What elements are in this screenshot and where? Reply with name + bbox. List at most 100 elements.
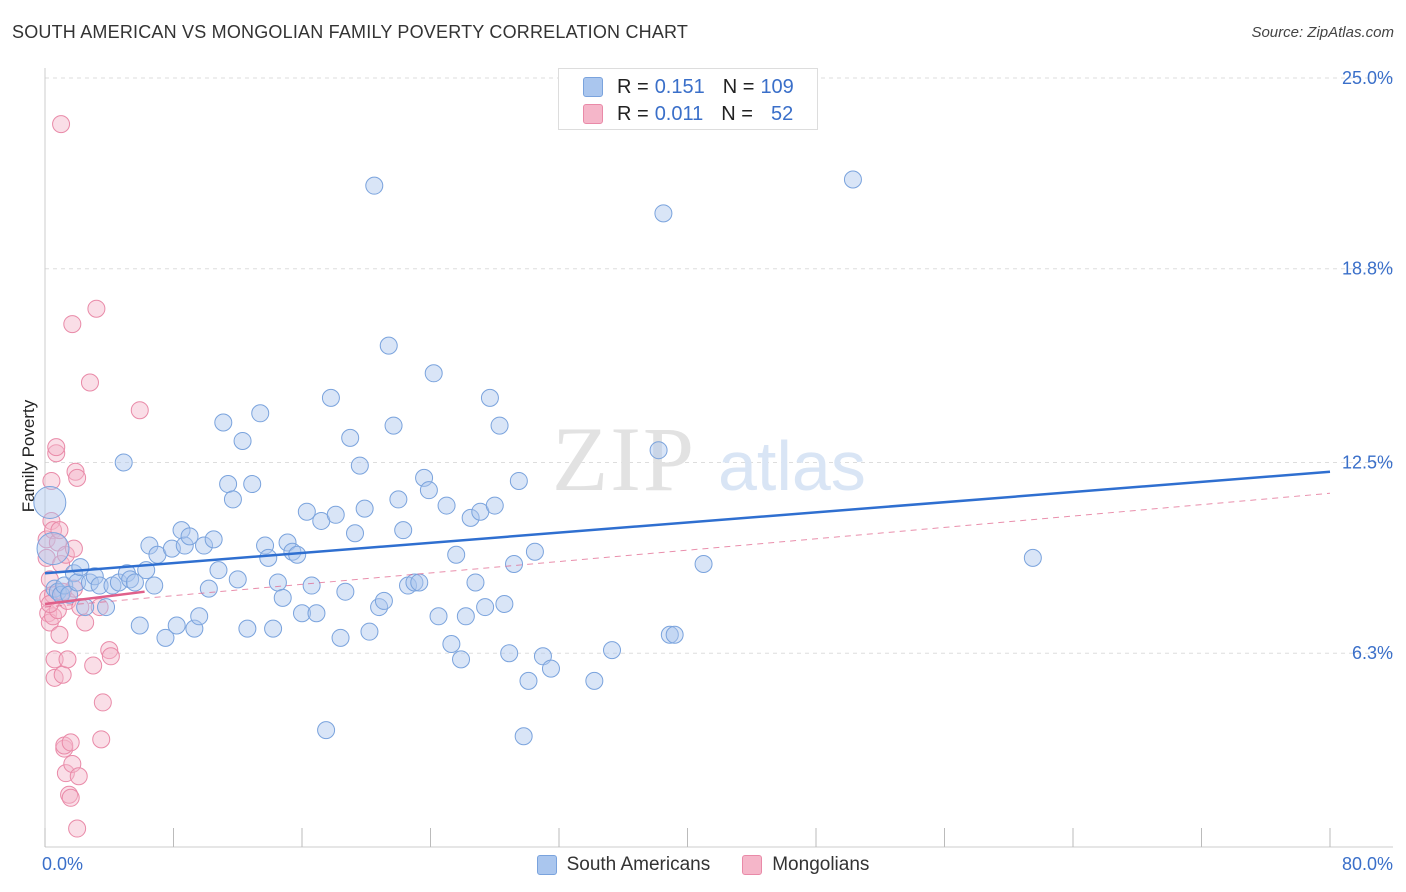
source-credit: Source: ZipAtlas.com <box>1251 24 1394 41</box>
series-south-americans-points <box>33 170 1042 746</box>
mongolians-point-43 <box>90 598 109 617</box>
series-mongolians-points <box>37 115 149 838</box>
legend-r-label: R = <box>617 75 649 98</box>
south-americans-point-31 <box>180 527 199 546</box>
south-americans-point-88 <box>461 508 480 527</box>
south-americans-point-99 <box>514 727 533 746</box>
y-tick-labels: 6.3% 12.5% 18.8% 25.0% <box>1342 68 1393 663</box>
south-americans-point-40 <box>223 490 242 509</box>
mongolians-trend-line <box>44 590 145 606</box>
x-tick-labels: 0.0% 80.0% <box>42 854 1393 874</box>
south-americans-point-34 <box>195 536 214 555</box>
south-americans-point-0 <box>33 485 67 519</box>
south-americans-point-103 <box>541 659 560 678</box>
south-americans-point-47 <box>259 548 278 567</box>
south-americans-point-96 <box>500 644 519 663</box>
south-americans-point-77 <box>405 573 424 592</box>
mongolians-point-45 <box>93 693 112 712</box>
south-americans-point-13 <box>90 576 109 595</box>
south-americans-point-91 <box>476 598 495 617</box>
south-americans-point-63 <box>336 582 355 601</box>
watermark: ZIP atlas <box>552 408 866 510</box>
legend-n-value: 109 <box>760 75 794 98</box>
south-americans-point-83 <box>437 496 456 515</box>
south-americans-point-82 <box>429 607 448 626</box>
south-americans-point-26 <box>156 628 175 647</box>
south-americans-point-87 <box>456 607 475 626</box>
south-americans-point-66 <box>350 456 369 475</box>
south-americans-point-70 <box>370 598 389 617</box>
legend-n-label: N = <box>721 102 753 125</box>
legend-label-south-americans: South Americans <box>566 854 711 875</box>
mongolians-point-12 <box>47 444 66 463</box>
south-americans-point-78 <box>410 573 429 592</box>
mongolians-point-17 <box>50 625 69 644</box>
south-americans-point-11 <box>80 573 99 592</box>
south-americans-point-67 <box>355 499 374 518</box>
south-americans-point-20 <box>125 573 144 592</box>
south-americans-point-55 <box>297 502 316 521</box>
south-americans-point-39 <box>219 475 238 494</box>
south-americans-point-72 <box>379 336 398 355</box>
south-americans-point-108 <box>649 441 668 460</box>
south-americans-point-95 <box>495 594 514 613</box>
south-americans-point-12 <box>85 567 104 586</box>
legend-label-mongolians: Mongolians <box>772 854 870 875</box>
mongolians-point-29 <box>61 733 80 752</box>
south-americans-point-19 <box>121 570 140 589</box>
south-americans-point-36 <box>204 530 223 549</box>
south-americans-point-9 <box>71 558 90 577</box>
series-legend: South Americans Mongolians <box>0 851 1406 879</box>
south-americans-point-107 <box>665 625 684 644</box>
south-americans-point-43 <box>238 619 257 638</box>
mongolians-point-41 <box>84 656 103 675</box>
mongolians-point-42 <box>87 299 106 318</box>
legend-n-value: 52 <box>770 102 794 125</box>
south-americans-point-105 <box>603 641 622 660</box>
legend-swatch-blue <box>536 855 557 875</box>
south-americans-point-62 <box>331 628 350 647</box>
y-tick-label-2: 18.8% <box>1342 259 1393 279</box>
x-tick-label-0: 0.0% <box>42 854 83 874</box>
south-americans-point-41 <box>228 570 247 589</box>
south-americans-point-44 <box>243 475 262 494</box>
south-americans-trend-line <box>44 470 1331 575</box>
south-americans-point-65 <box>346 524 365 543</box>
watermark-zip: ZIP <box>552 408 696 510</box>
mongolians-point-13 <box>47 438 66 457</box>
south-americans-point-100 <box>519 671 538 690</box>
south-americans-point-69 <box>365 176 384 195</box>
mongolians-point-27 <box>60 785 79 804</box>
x-tick-label-1: 80.0% <box>1342 854 1393 874</box>
legend-item-south-americans[interactable]: South Americans <box>536 854 711 876</box>
legend-row-south-americans: R = 0.151 N = 109 <box>583 74 794 100</box>
mongolians-point-40 <box>80 373 99 392</box>
mongolians-point-16 <box>50 521 69 540</box>
y-axis-label: Family Poverty <box>19 399 38 512</box>
mongolians-point-32 <box>64 539 83 558</box>
south-americans-point-80 <box>419 481 438 500</box>
axes <box>44 68 1393 848</box>
mongolians-point-6 <box>42 471 61 490</box>
mongolians-point-30 <box>63 315 82 334</box>
watermark-atlas: atlas <box>718 427 866 505</box>
south-americans-point-21 <box>130 616 149 635</box>
y-tick-label-0: 6.3% <box>1352 643 1393 663</box>
south-americans-point-8 <box>68 573 87 592</box>
south-americans-point-28 <box>167 616 186 635</box>
south-americans-point-57 <box>307 604 326 623</box>
south-americans-point-85 <box>447 545 466 564</box>
south-americans-point-54 <box>293 604 311 623</box>
south-americans-point-50 <box>273 588 292 607</box>
south-americans-point-71 <box>374 591 393 610</box>
south-americans-point-104 <box>585 671 604 690</box>
south-americans-point-74 <box>389 490 408 509</box>
south-americans-point-98 <box>509 471 528 490</box>
south-americans-point-64 <box>341 428 360 447</box>
south-americans-point-60 <box>321 388 340 407</box>
legend-item-mongolians[interactable]: Mongolians <box>742 854 869 876</box>
correlation-legend: R = 0.151 N = 109 R = 0.011 N = 52 <box>558 68 818 130</box>
south-americans-point-111 <box>843 170 862 189</box>
y-tick-label-3: 25.0% <box>1342 68 1393 88</box>
mongolians-point-46 <box>100 641 119 660</box>
